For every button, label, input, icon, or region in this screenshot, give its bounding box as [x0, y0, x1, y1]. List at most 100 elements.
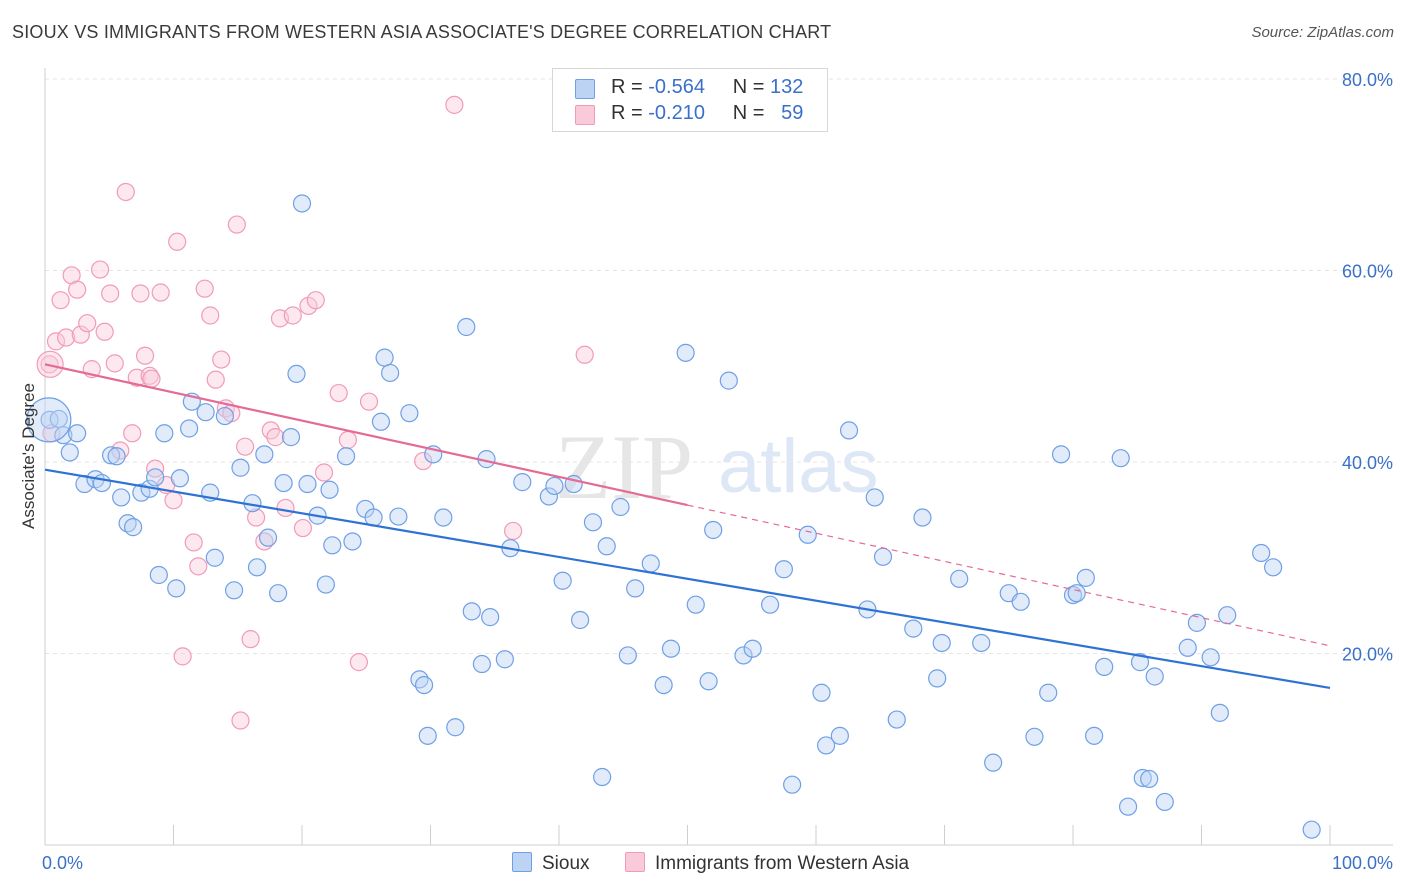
point-sioux — [418, 726, 437, 745]
point-immigrants-from-western-asia — [184, 533, 203, 552]
point-sioux — [155, 424, 174, 443]
chart-title: SIOUX VS IMMIGRANTS FROM WESTERN ASIA AS… — [12, 22, 832, 42]
point-immigrants-from-western-asia — [504, 521, 523, 541]
point-sioux — [1067, 584, 1086, 603]
point-immigrants-from-western-asia — [151, 283, 170, 302]
point-immigrants-from-western-asia — [349, 653, 369, 672]
point-sioux — [972, 633, 991, 653]
legend-n-value: 132 — [770, 76, 804, 98]
point-sioux — [1051, 445, 1071, 464]
point-immigrants-from-western-asia — [90, 260, 110, 279]
point-sioux — [873, 547, 893, 566]
point-sioux — [400, 404, 419, 423]
x-tick-label: 0.0% — [42, 853, 83, 873]
point-sioux — [371, 412, 391, 431]
y-tick-label: 40.0% — [1342, 453, 1393, 473]
point-sioux — [281, 428, 301, 447]
point-sioux — [40, 410, 59, 429]
legend-n-label: N = — [732, 102, 765, 124]
point-sioux — [597, 537, 616, 556]
point-sioux — [686, 595, 705, 614]
point-sioux — [816, 736, 836, 755]
point-sioux — [1111, 449, 1130, 468]
legend-r-value: -0.210 — [648, 102, 705, 124]
point-sioux — [539, 487, 559, 506]
point-sioux — [68, 424, 87, 443]
point-sioux — [414, 675, 434, 695]
point-sioux — [149, 565, 168, 585]
point-sioux — [704, 520, 723, 540]
point-sioux — [1118, 797, 1138, 816]
point-sioux — [661, 639, 681, 658]
trend-line-sioux — [44, 468, 1331, 690]
point-sioux — [1187, 613, 1207, 632]
point-sioux — [180, 419, 199, 438]
point-sioux — [269, 584, 288, 603]
point-immigrants-from-western-asia — [445, 95, 464, 114]
point-immigrants-from-western-asia — [57, 328, 76, 347]
point-sioux — [292, 194, 312, 213]
point-immigrants-from-western-asia — [51, 291, 70, 310]
point-sioux — [457, 317, 476, 337]
point-sioux — [1145, 667, 1164, 686]
point-immigrants-from-western-asia — [276, 498, 295, 518]
point-sioux — [593, 767, 612, 787]
point-immigrants-from-western-asia — [95, 322, 114, 341]
point-sioux — [932, 633, 951, 653]
point-sioux — [196, 403, 215, 422]
point-sioux — [904, 619, 923, 638]
point-sioux — [481, 608, 500, 627]
point-sioux — [699, 672, 718, 691]
point-sioux — [950, 569, 969, 588]
point-sioux — [513, 473, 532, 492]
point-sioux — [446, 718, 465, 737]
point-immigrants-from-western-asia — [195, 279, 214, 298]
point-sioux — [205, 548, 224, 567]
point-sioux — [1025, 727, 1044, 746]
point-sioux — [783, 775, 802, 794]
bottom-legend-swatch-sioux — [512, 852, 532, 872]
point-immigrants-from-western-asia — [359, 392, 379, 411]
point-sioux — [1039, 683, 1058, 702]
point-immigrants-from-western-asia — [283, 306, 302, 325]
y-tick-label: 80.0% — [1342, 70, 1393, 90]
legend-swatch-wasia — [575, 105, 595, 125]
point-sioux — [1302, 820, 1321, 839]
point-immigrants-from-western-asia — [71, 325, 90, 344]
legend-n-label: N = — [732, 76, 765, 98]
point-sioux — [323, 536, 342, 555]
point-sioux — [654, 675, 673, 695]
point-sioux — [545, 476, 564, 496]
point-sioux — [611, 497, 630, 517]
point-immigrants-from-western-asia — [189, 557, 208, 576]
point-immigrants-from-western-asia — [101, 284, 120, 303]
point-sioux — [472, 654, 491, 674]
point-sioux — [913, 508, 932, 527]
point-sioux — [247, 558, 267, 577]
trend-line-wasia — [44, 363, 688, 507]
point-sioux — [274, 473, 293, 493]
bottom-legend-swatch-wasia — [625, 852, 645, 872]
point-immigrants-from-western-asia — [314, 463, 334, 482]
point-immigrants-from-western-asia — [235, 437, 255, 456]
point-immigrants-from-western-asia — [293, 518, 313, 538]
point-sioux — [1210, 703, 1229, 722]
point-immigrants-from-western-asia — [164, 491, 183, 510]
point-sioux — [434, 508, 453, 527]
point-sioux — [798, 525, 817, 544]
point-sioux — [231, 458, 250, 477]
bottom-legend-label-wasia: Immigrants from Western Asia — [655, 853, 910, 874]
point-sioux — [389, 507, 408, 526]
bottom-legend-label-sioux: Sioux — [542, 853, 590, 874]
point-immigrants-from-western-asia — [575, 345, 594, 364]
point-immigrants-from-western-asia — [131, 284, 150, 303]
chart-source: Source: ZipAtlas.com — [1251, 24, 1394, 41]
point-immigrants-from-western-asia — [68, 280, 87, 299]
point-sioux — [26, 397, 72, 443]
point-sioux — [887, 710, 906, 729]
point-immigrants-from-western-asia — [123, 424, 142, 443]
point-immigrants-from-western-asia — [173, 647, 192, 666]
point-immigrants-from-western-asia — [241, 630, 260, 649]
point-sioux — [571, 610, 590, 630]
